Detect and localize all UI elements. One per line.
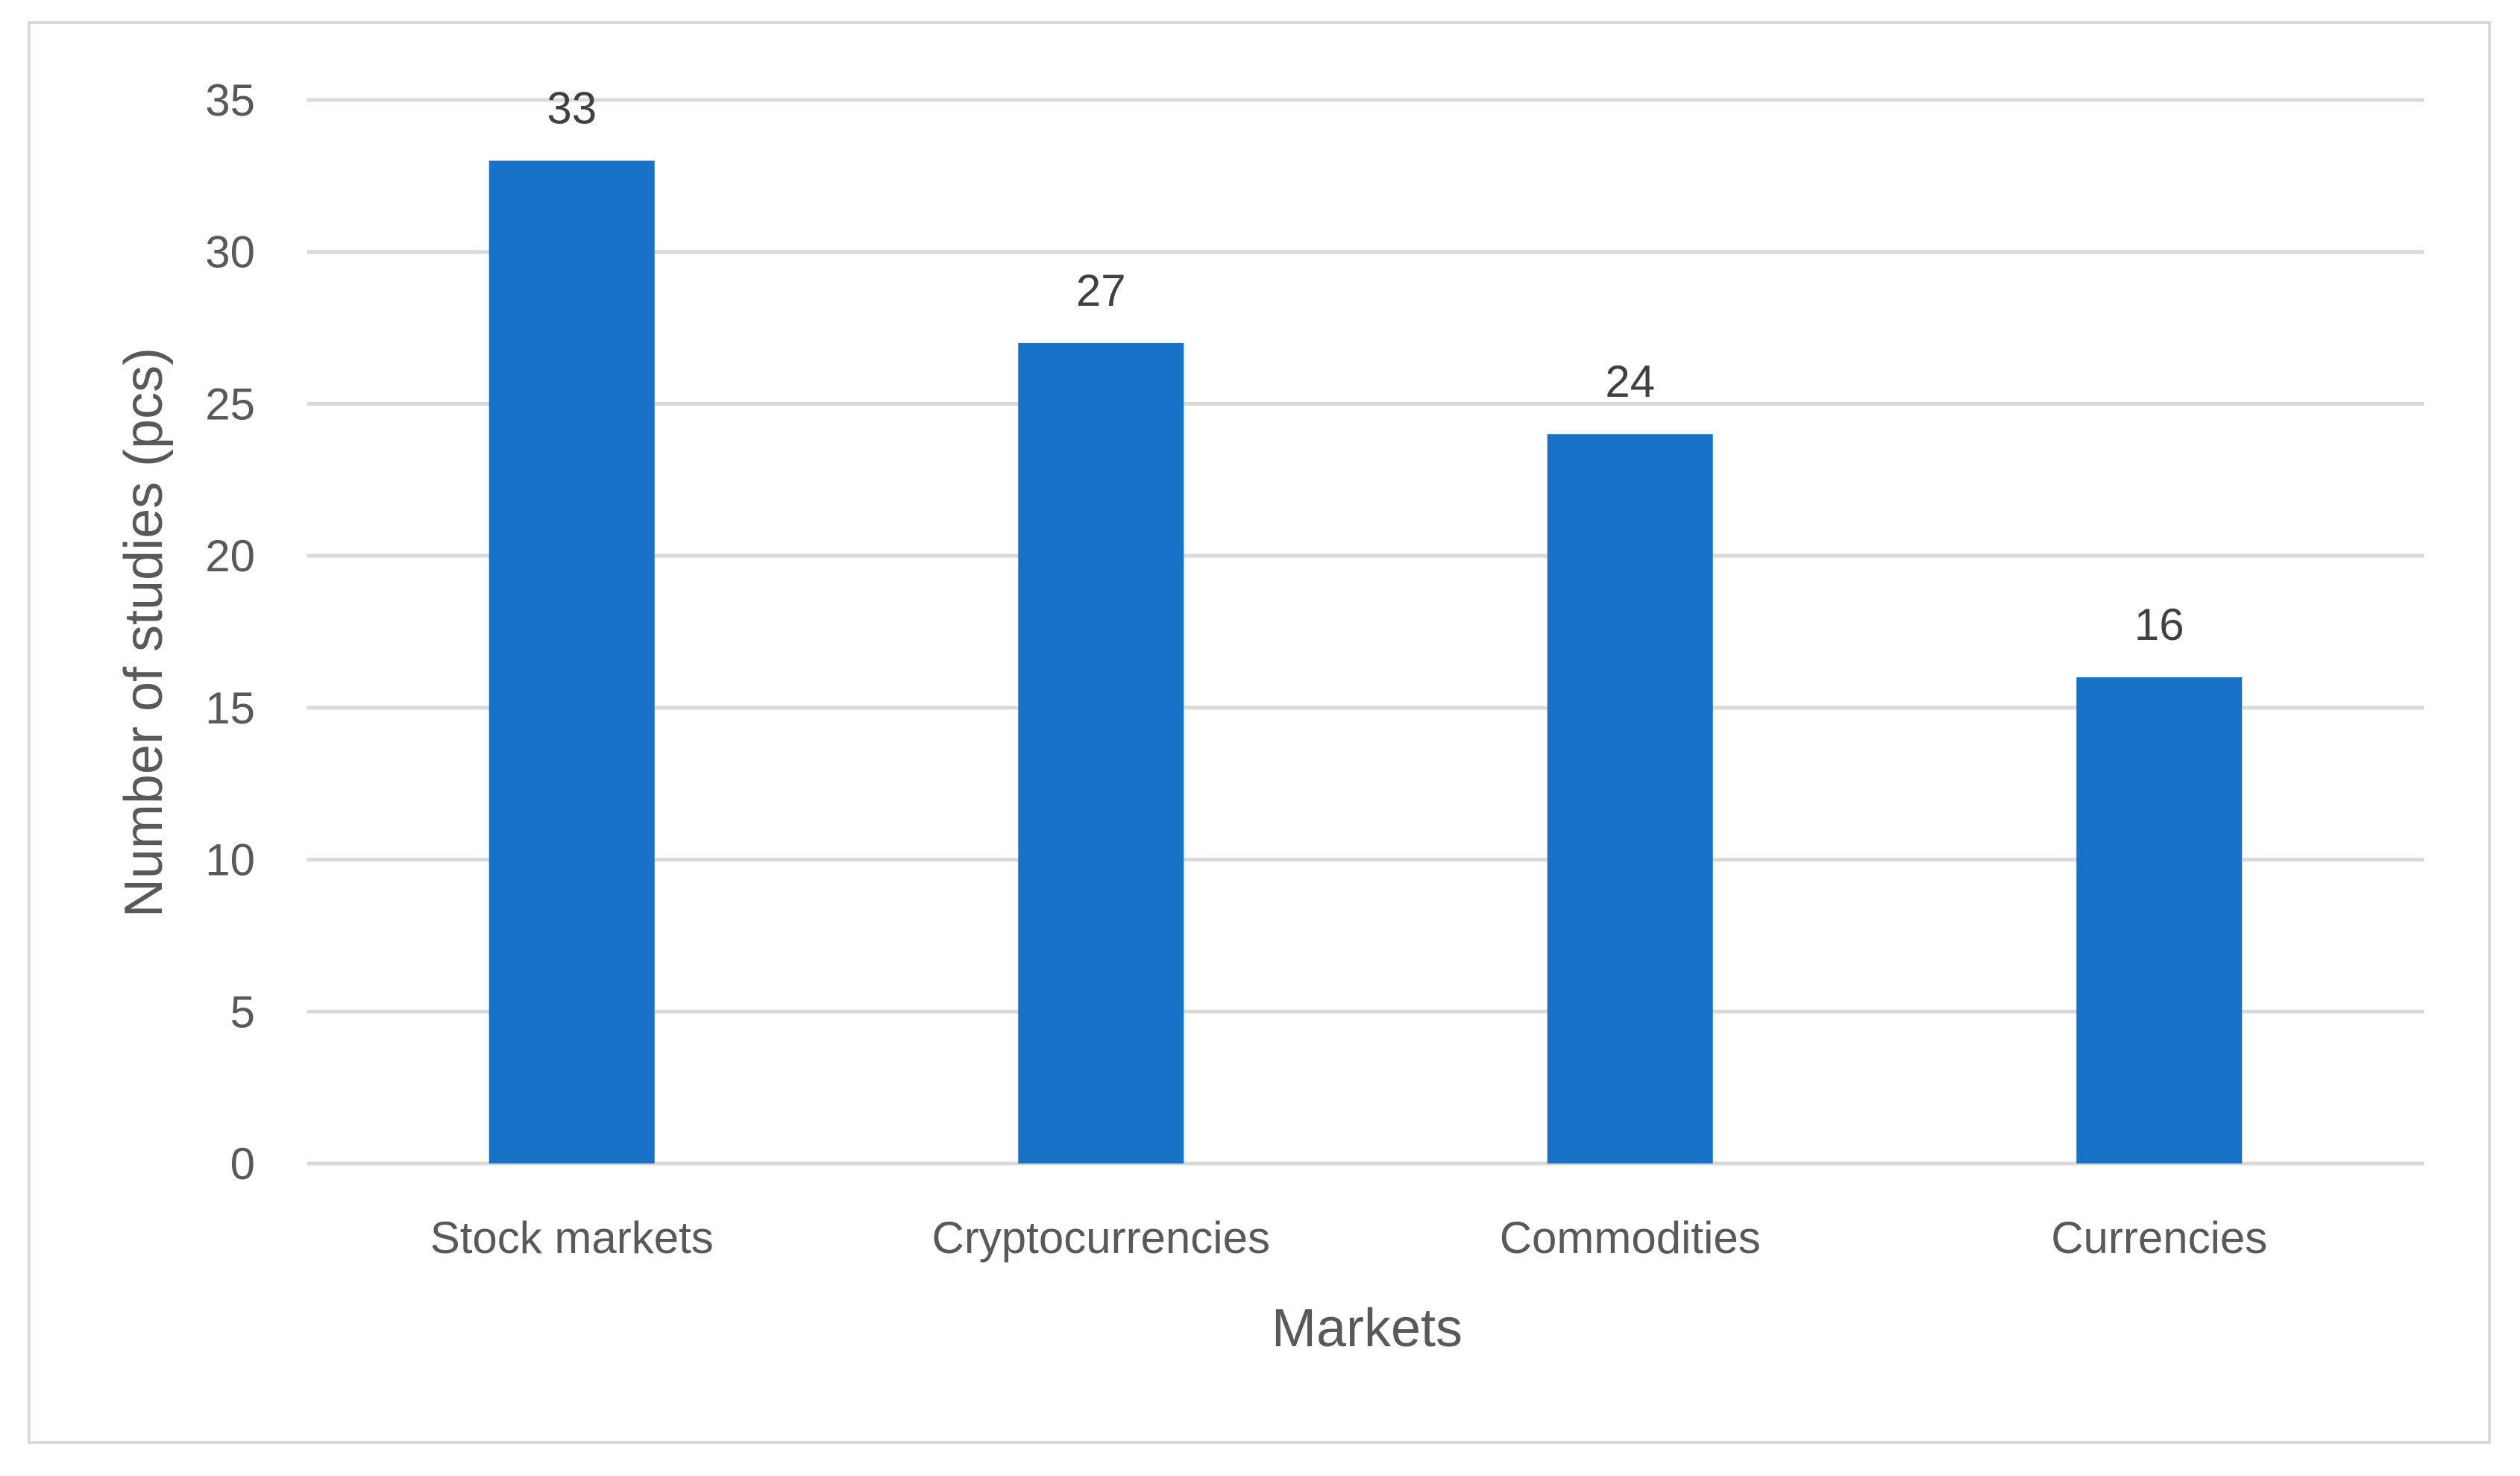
x-tick-label: Stock markets (430, 1213, 714, 1263)
gridlines (307, 98, 2424, 1166)
data-label: 33 (547, 83, 597, 133)
x-tick-label: Commodities (1500, 1213, 1761, 1263)
data-labels: 33 27 24 16 (547, 83, 2184, 650)
bar (488, 160, 655, 1163)
bars (488, 160, 2243, 1163)
x-tick-label: Cryptocurrencies (932, 1213, 1271, 1263)
y-tick-label: 20 (205, 531, 255, 581)
x-axis-title: Markets (1272, 1298, 1462, 1358)
x-tick-label: Currencies (2051, 1213, 2267, 1263)
y-tick-label: 30 (205, 227, 255, 277)
data-label: 16 (2134, 600, 2184, 650)
data-label: 27 (1076, 266, 1126, 315)
bar (1018, 342, 1184, 1163)
y-tick-label: 0 (230, 1139, 255, 1189)
y-tick-label: 5 (230, 987, 255, 1037)
x-axis-tick-labels: Stock markets Cryptocurrencies Commodities… (430, 1213, 2268, 1263)
y-tick-label: 35 (205, 75, 255, 125)
y-tick-label: 15 (205, 683, 255, 733)
bar (1547, 434, 1713, 1163)
y-axis-tick-labels: 0 5 10 15 20 25 30 35 (205, 75, 255, 1189)
y-tick-label: 10 (205, 835, 255, 885)
y-tick-label: 25 (205, 379, 255, 429)
data-label: 24 (1605, 357, 1655, 406)
bar (2076, 677, 2243, 1163)
y-axis-title: Number of studies (pcs) (114, 348, 174, 917)
